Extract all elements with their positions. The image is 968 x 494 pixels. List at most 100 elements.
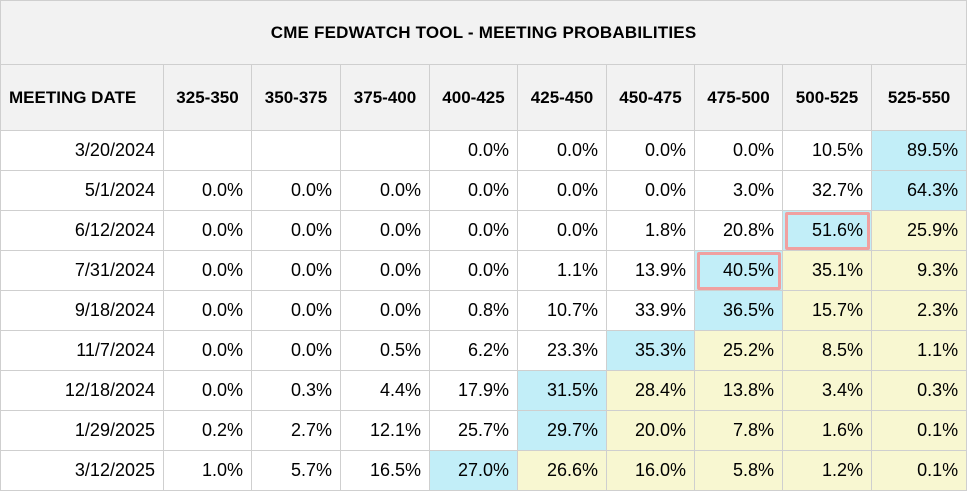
table-row: 9/18/2024 0.0% 0.0% 0.0% 0.8% 10.7% 33.9% 36.5%…	[0, 290, 968, 331]
probability-cell: 0.0%	[163, 370, 252, 411]
table-row: 6/12/2024 0.0% 0.0% 0.0% 0.0% 0.0% 1.8% 20.8% 51…	[0, 210, 968, 251]
column-header-rate: 325-350	[163, 64, 252, 131]
meeting-date-cell: 3/12/2025	[0, 450, 164, 491]
probability-cell: 17.9%	[429, 370, 518, 411]
probability-cell: 2.7%	[251, 410, 341, 451]
table-row: 5/1/2024 0.0% 0.0% 0.0% 0.0% 0.0% 0.0% 3.0% 32.7…	[0, 170, 968, 211]
probability-cell: 16.0%	[606, 450, 695, 491]
probability-cell: 0.5%	[340, 330, 430, 371]
meeting-date-cell: 12/18/2024	[0, 370, 164, 411]
probability-cell	[251, 130, 341, 171]
column-header-rate: 425-450	[517, 64, 607, 131]
probability-cell: 0.0%	[340, 290, 430, 331]
probability-cell: 0.0%	[429, 130, 518, 171]
column-header-rate: 525-550	[870, 64, 968, 131]
probability-cell: 0.0%	[163, 290, 252, 331]
probability-cell: 40.5%	[694, 250, 783, 291]
probability-cell: 0.0%	[163, 210, 252, 251]
meeting-date-cell: 7/31/2024	[0, 250, 164, 291]
meeting-date-cell: 9/18/2024	[0, 290, 164, 331]
probability-cell: 20.0%	[606, 410, 695, 451]
probability-cell: 0.0%	[340, 210, 430, 251]
probability-cell: 0.0%	[606, 130, 695, 171]
column-header-row: MEETING DATE 325-350 350-375 375-400 400-425…	[0, 64, 968, 131]
probability-cell: 0.0%	[340, 170, 430, 211]
probability-cell: 28.4%	[606, 370, 695, 411]
probability-cell: 3.0%	[694, 170, 783, 211]
probability-cell: 6.2%	[429, 330, 518, 371]
probability-cell: 0.0%	[163, 250, 252, 291]
probability-cell: 16.5%	[340, 450, 430, 491]
column-header-rate: 475-500	[694, 64, 783, 131]
probability-cell: 7.8%	[694, 410, 783, 451]
probability-cell: 25.7%	[429, 410, 518, 451]
table-title: CME FEDWATCH TOOL - MEETING PROBABILITIE…	[0, 0, 968, 65]
probability-cell: 29.7%	[517, 410, 607, 451]
column-header-rate: 350-375	[251, 64, 341, 131]
table-row: 3/12/2025 1.0% 5.7% 16.5% 27.0% 26.6% 16.0% 5.8…	[0, 450, 968, 491]
probability-cell: 1.2%	[782, 450, 872, 491]
probability-cell: 10.7%	[517, 290, 607, 331]
probability-cell: 0.0%	[694, 130, 783, 171]
column-header-meeting-date: MEETING DATE	[0, 64, 164, 131]
probability-cell: 26.6%	[517, 450, 607, 491]
probability-cell: 1.6%	[782, 410, 872, 451]
probability-cell: 35.3%	[606, 330, 695, 371]
probability-cell: 0.0%	[251, 210, 341, 251]
column-header-rate: 375-400	[340, 64, 430, 131]
probability-cell: 0.0%	[163, 170, 252, 211]
meeting-date-cell: 1/29/2025	[0, 410, 164, 451]
column-header-rate: 450-475	[606, 64, 695, 131]
table-body: 3/20/2024 0.0% 0.0% 0.0% 0.0% 10.5% 89.5% 5/1/2…	[0, 130, 968, 491]
probability-cell: 0.2%	[163, 410, 252, 451]
probability-cell: 0.0%	[517, 130, 607, 171]
probability-cell: 9.3%	[870, 250, 968, 291]
probability-cell: 1.1%	[517, 250, 607, 291]
probability-cell: 0.3%	[870, 370, 968, 411]
column-header-rate: 500-525	[782, 64, 872, 131]
probability-cell: 0.0%	[429, 250, 518, 291]
probability-cell: 36.5%	[694, 290, 783, 331]
table-row: 11/7/2024 0.0% 0.0% 0.5% 6.2% 23.3% 35.3% 25.2%…	[0, 330, 968, 371]
probability-cell: 1.8%	[606, 210, 695, 251]
probability-cell: 0.1%	[870, 450, 968, 491]
probability-cell: 27.0%	[429, 450, 518, 491]
probability-cell: 23.3%	[517, 330, 607, 371]
probability-cell: 0.0%	[163, 330, 252, 371]
probability-cell: 0.0%	[517, 170, 607, 211]
probability-cell: 0.0%	[251, 170, 341, 211]
table-row: 3/20/2024 0.0% 0.0% 0.0% 0.0% 10.5% 89.5%	[0, 130, 968, 171]
probability-cell: 0.0%	[429, 170, 518, 211]
probability-cell: 51.6%	[782, 210, 872, 251]
probability-cell: 8.5%	[782, 330, 872, 371]
probability-cell: 0.0%	[606, 170, 695, 211]
probability-cell: 13.9%	[606, 250, 695, 291]
probability-cell: 0.0%	[251, 250, 341, 291]
probability-cell: 0.3%	[251, 370, 341, 411]
probability-cell	[163, 130, 252, 171]
probability-cell: 5.8%	[694, 450, 783, 491]
probability-cell: 0.0%	[251, 330, 341, 371]
probability-cell: 32.7%	[782, 170, 872, 211]
probability-cell: 15.7%	[782, 290, 872, 331]
probability-cell: 31.5%	[517, 370, 607, 411]
probability-cell	[340, 130, 430, 171]
column-header-rate: 400-425	[429, 64, 518, 131]
probability-cell: 1.1%	[870, 330, 968, 371]
probability-cell: 13.8%	[694, 370, 783, 411]
probability-cell: 2.3%	[870, 290, 968, 331]
probability-cell: 33.9%	[606, 290, 695, 331]
table-row: 12/18/2024 0.0% 0.3% 4.4% 17.9% 31.5% 28.4% 13.…	[0, 370, 968, 411]
meeting-date-cell: 6/12/2024	[0, 210, 164, 251]
probability-cell: 0.0%	[251, 290, 341, 331]
probability-cell: 12.1%	[340, 410, 430, 451]
table-row: 7/31/2024 0.0% 0.0% 0.0% 0.0% 1.1% 13.9% 40.5% 3…	[0, 250, 968, 291]
probability-cell: 20.8%	[694, 210, 783, 251]
meeting-date-cell: 5/1/2024	[0, 170, 164, 211]
probability-cell: 0.1%	[870, 410, 968, 451]
probability-cell: 10.5%	[782, 130, 872, 171]
table-row: 1/29/2025 0.2% 2.7% 12.1% 25.7% 29.7% 20.0% 7.8…	[0, 410, 968, 451]
probability-cell: 0.0%	[340, 250, 430, 291]
probability-cell: 3.4%	[782, 370, 872, 411]
